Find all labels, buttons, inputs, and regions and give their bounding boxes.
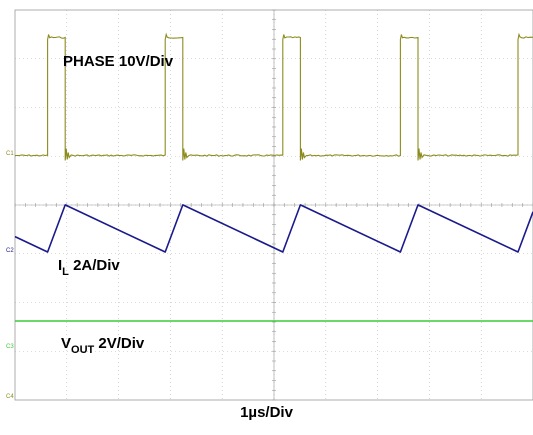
channel-marker-c2: C2: [6, 248, 14, 254]
channel-marker-c3: C3: [6, 344, 14, 350]
graticule-frame: [14, 9, 533, 401]
output-voltage-trace-label: VOUT 2V/Div: [61, 335, 145, 356]
trace-layer: [14, 32, 533, 322]
inductor-current-trace: [14, 204, 533, 253]
phase-trace: [15, 32, 533, 161]
channel-marker-c4: C4: [6, 394, 14, 400]
time-per-division-label: 1µs/Div: [240, 404, 293, 421]
phase-trace-label: PHASE 10V/Div: [63, 53, 174, 70]
channel-marker-c1: C1: [6, 151, 14, 157]
inductor-current-trace-label: IL 2A/Div: [58, 257, 120, 278]
channel-markers: C1 C2 C3 C4: [6, 151, 14, 400]
graticule: [14, 9, 533, 401]
